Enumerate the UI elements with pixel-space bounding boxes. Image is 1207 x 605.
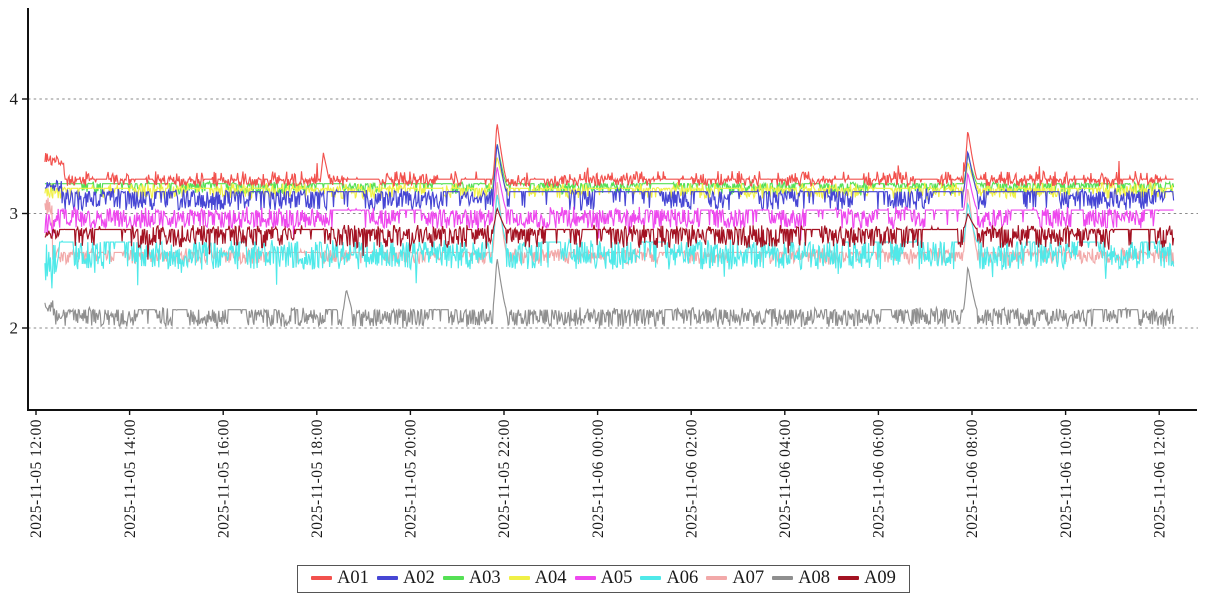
series-lines — [44, 124, 1175, 329]
series-line-A08 — [44, 259, 1175, 329]
legend-label: A05 — [600, 568, 633, 588]
series-line-A05 — [44, 167, 1174, 241]
legend-swatch-A04 — [508, 576, 530, 581]
legend-item-A05: A05 — [574, 568, 633, 588]
x-tick-label: 2025-11-06 04:00 — [777, 419, 794, 538]
legend-label: A02 — [402, 568, 435, 588]
x-tick-label: 2025-11-05 18:00 — [309, 419, 326, 538]
legend-swatch-A06 — [640, 576, 662, 581]
legend-label: A04 — [534, 568, 567, 588]
legend-label: A08 — [798, 568, 831, 588]
legend-label: A03 — [468, 568, 501, 588]
legend-swatch-A09 — [838, 576, 860, 581]
legend-item-A07: A07 — [706, 569, 764, 588]
x-tick-label: 2025-11-05 12:00 — [28, 419, 45, 538]
legend-swatch-A07 — [706, 576, 728, 581]
legend-item-A01: A01 — [311, 569, 369, 588]
legend-box: A01 A02 A03 A04 A05 A06 A07 A08 A09 — [297, 565, 910, 593]
legend-swatch-A03 — [442, 576, 464, 581]
x-tick-label: 2025-11-06 08:00 — [964, 419, 981, 538]
legend-item-A02: A02 — [376, 568, 435, 588]
x-tick-label: 2025-11-05 14:00 — [122, 419, 139, 538]
y-tick-labels: 4 3 2 — [10, 90, 19, 338]
y-tick-label: 3 — [10, 204, 19, 223]
legend-label: A01 — [337, 568, 369, 588]
legend-swatch-A01 — [311, 576, 333, 581]
legend-item-A03: A03 — [442, 568, 501, 588]
series-line-A02 — [44, 144, 1175, 212]
legend-swatch-A08 — [772, 576, 794, 581]
x-tick-label: 2025-11-06 06:00 — [871, 419, 888, 538]
legend-swatch-A02 — [376, 576, 398, 581]
gridlines — [28, 98, 1198, 329]
x-tick-label: 2025-11-05 20:00 — [403, 419, 420, 538]
y-tick-label: 4 — [10, 90, 19, 109]
legend-swatch-A05 — [574, 576, 596, 581]
x-tick-label: 2025-11-05 22:00 — [496, 419, 513, 538]
legend-item-A08: A08 — [772, 569, 830, 588]
legend-label: A07 — [732, 568, 765, 588]
series-line-A01 — [44, 124, 1174, 189]
legend-label: A09 — [864, 568, 896, 588]
series-line-A09 — [44, 207, 1175, 260]
chart-legend: A01 A02 A03 A04 A05 A06 A07 A08 A09 — [0, 565, 1207, 593]
x-tick-label: 2025-11-06 00:00 — [590, 419, 607, 538]
legend-label: A06 — [666, 568, 699, 588]
x-tick-labels: 2025-11-05 12:00 2025-11-05 14:00 2025-11-… — [28, 419, 1168, 538]
series-line-A04 — [44, 157, 1175, 201]
x-tick-label: 2025-11-06 10:00 — [1058, 419, 1075, 538]
legend-item-A04: A04 — [508, 568, 567, 588]
legend-item-A09: A09 — [838, 569, 896, 588]
x-tick-label: 2025-11-06 12:00 — [1151, 419, 1168, 538]
series-line-A06 — [44, 194, 1175, 289]
x-tick-label: 2025-11-05 16:00 — [215, 419, 232, 538]
y-tick-label: 2 — [10, 319, 19, 338]
x-tick-label: 2025-11-06 02:00 — [683, 419, 700, 538]
legend-item-A06: A06 — [640, 569, 698, 588]
axes — [22, 8, 1197, 415]
